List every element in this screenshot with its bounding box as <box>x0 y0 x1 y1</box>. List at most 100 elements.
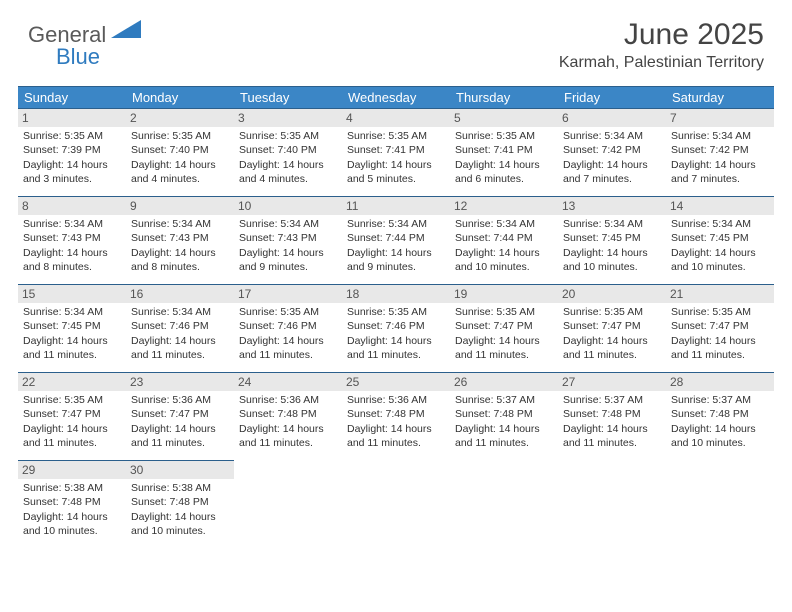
day-cell: 29Sunrise: 5:38 AMSunset: 7:48 PMDayligh… <box>18 460 126 548</box>
day-cell <box>234 460 342 548</box>
day-number: 22 <box>18 372 126 391</box>
daylight-text: Daylight: 14 hours and 3 minutes. <box>23 158 121 186</box>
daylight-text: Daylight: 14 hours and 9 minutes. <box>239 246 337 274</box>
sunrise-text: Sunrise: 5:36 AM <box>239 393 337 407</box>
sunrise-text: Sunrise: 5:37 AM <box>671 393 769 407</box>
daylight-text: Daylight: 14 hours and 6 minutes. <box>455 158 553 186</box>
daylight-text: Daylight: 14 hours and 11 minutes. <box>347 334 445 362</box>
sunrise-text: Sunrise: 5:35 AM <box>455 129 553 143</box>
daylight-text: Daylight: 14 hours and 8 minutes. <box>23 246 121 274</box>
sunset-text: Sunset: 7:41 PM <box>347 143 445 157</box>
day-cell: 13Sunrise: 5:34 AMSunset: 7:45 PMDayligh… <box>558 196 666 284</box>
day-cell: 7Sunrise: 5:34 AMSunset: 7:42 PMDaylight… <box>666 108 774 196</box>
location: Karmah, Palestinian Territory <box>559 54 764 72</box>
day-cell: 19Sunrise: 5:35 AMSunset: 7:47 PMDayligh… <box>450 284 558 372</box>
sunrise-text: Sunrise: 5:34 AM <box>23 217 121 231</box>
day-cell: 16Sunrise: 5:34 AMSunset: 7:46 PMDayligh… <box>126 284 234 372</box>
sunrise-text: Sunrise: 5:37 AM <box>455 393 553 407</box>
sunrise-text: Sunrise: 5:35 AM <box>455 305 553 319</box>
sunset-text: Sunset: 7:48 PM <box>347 407 445 421</box>
day-cell: 9Sunrise: 5:34 AMSunset: 7:43 PMDaylight… <box>126 196 234 284</box>
weekday-header: Wednesday <box>342 87 450 109</box>
day-cell: 22Sunrise: 5:35 AMSunset: 7:47 PMDayligh… <box>18 372 126 460</box>
day-number: 8 <box>18 196 126 215</box>
sunset-text: Sunset: 7:45 PM <box>671 231 769 245</box>
calendar-week-row: 15Sunrise: 5:34 AMSunset: 7:45 PMDayligh… <box>18 284 774 372</box>
day-cell: 21Sunrise: 5:35 AMSunset: 7:47 PMDayligh… <box>666 284 774 372</box>
day-number: 18 <box>342 284 450 303</box>
day-number: 26 <box>450 372 558 391</box>
day-number: 2 <box>126 108 234 127</box>
calendar-table: SundayMondayTuesdayWednesdayThursdayFrid… <box>18 86 774 548</box>
sunrise-text: Sunrise: 5:36 AM <box>347 393 445 407</box>
logo-triangle-icon <box>111 18 141 42</box>
day-cell: 27Sunrise: 5:37 AMSunset: 7:48 PMDayligh… <box>558 372 666 460</box>
sunset-text: Sunset: 7:42 PM <box>671 143 769 157</box>
daylight-text: Daylight: 14 hours and 8 minutes. <box>131 246 229 274</box>
weekday-header-row: SundayMondayTuesdayWednesdayThursdayFrid… <box>18 87 774 109</box>
day-number: 25 <box>342 372 450 391</box>
day-number: 20 <box>558 284 666 303</box>
calendar-week-row: 22Sunrise: 5:35 AMSunset: 7:47 PMDayligh… <box>18 372 774 460</box>
day-number: 5 <box>450 108 558 127</box>
daylight-text: Daylight: 14 hours and 7 minutes. <box>563 158 661 186</box>
daylight-text: Daylight: 14 hours and 11 minutes. <box>239 334 337 362</box>
logo: General Blue <box>28 18 141 70</box>
daylight-text: Daylight: 14 hours and 4 minutes. <box>239 158 337 186</box>
day-number: 16 <box>126 284 234 303</box>
day-cell: 23Sunrise: 5:36 AMSunset: 7:47 PMDayligh… <box>126 372 234 460</box>
sunrise-text: Sunrise: 5:34 AM <box>23 305 121 319</box>
sunrise-text: Sunrise: 5:34 AM <box>455 217 553 231</box>
sunrise-text: Sunrise: 5:34 AM <box>563 129 661 143</box>
day-number: 19 <box>450 284 558 303</box>
day-cell: 2Sunrise: 5:35 AMSunset: 7:40 PMDaylight… <box>126 108 234 196</box>
day-cell <box>450 460 558 548</box>
day-cell: 3Sunrise: 5:35 AMSunset: 7:40 PMDaylight… <box>234 108 342 196</box>
day-number: 14 <box>666 196 774 215</box>
day-cell: 20Sunrise: 5:35 AMSunset: 7:47 PMDayligh… <box>558 284 666 372</box>
daylight-text: Daylight: 14 hours and 10 minutes. <box>671 422 769 450</box>
day-cell: 26Sunrise: 5:37 AMSunset: 7:48 PMDayligh… <box>450 372 558 460</box>
day-cell: 10Sunrise: 5:34 AMSunset: 7:43 PMDayligh… <box>234 196 342 284</box>
day-cell: 25 Sunrise: 5:36 AMSunset: 7:48 PMDayligh… <box>342 372 450 460</box>
sunrise-text: Sunrise: 5:37 AM <box>563 393 661 407</box>
sunrise-text: Sunrise: 5:34 AM <box>239 217 337 231</box>
month-title: June 2025 <box>559 18 764 52</box>
daylight-text: Daylight: 14 hours and 10 minutes. <box>455 246 553 274</box>
sunrise-text: Sunrise: 5:35 AM <box>131 129 229 143</box>
day-number: 29 <box>18 460 126 479</box>
day-number: 21 <box>666 284 774 303</box>
weekday-header: Sunday <box>18 87 126 109</box>
day-number: 24 <box>234 372 342 391</box>
day-cell: 6Sunrise: 5:34 AMSunset: 7:42 PMDaylight… <box>558 108 666 196</box>
day-cell: 24Sunrise: 5:36 AMSunset: 7:48 PMDayligh… <box>234 372 342 460</box>
sunset-text: Sunset: 7:40 PM <box>131 143 229 157</box>
sunset-text: Sunset: 7:40 PM <box>239 143 337 157</box>
sunset-text: Sunset: 7:47 PM <box>563 319 661 333</box>
day-number: 23 <box>126 372 234 391</box>
sunset-text: Sunset: 7:46 PM <box>347 319 445 333</box>
day-cell: 12Sunrise: 5:34 AMSunset: 7:44 PMDayligh… <box>450 196 558 284</box>
calendar-week-row: 1Sunrise: 5:35 AMSunset: 7:39 PMDaylight… <box>18 108 774 196</box>
sunrise-text: Sunrise: 5:36 AM <box>131 393 229 407</box>
sunrise-text: Sunrise: 5:34 AM <box>563 217 661 231</box>
day-number: 4 <box>342 108 450 127</box>
daylight-text: Daylight: 14 hours and 11 minutes. <box>131 334 229 362</box>
daylight-text: Daylight: 14 hours and 11 minutes. <box>455 334 553 362</box>
daylight-text: Daylight: 14 hours and 5 minutes. <box>347 158 445 186</box>
sunrise-text: Sunrise: 5:35 AM <box>23 393 121 407</box>
weekday-header: Friday <box>558 87 666 109</box>
sunset-text: Sunset: 7:46 PM <box>239 319 337 333</box>
sunset-text: Sunset: 7:48 PM <box>455 407 553 421</box>
day-cell: 8Sunrise: 5:34 AMSunset: 7:43 PMDaylight… <box>18 196 126 284</box>
sunset-text: Sunset: 7:45 PM <box>23 319 121 333</box>
day-number: 28 <box>666 372 774 391</box>
daylight-text: Daylight: 14 hours and 10 minutes. <box>563 246 661 274</box>
daylight-text: Daylight: 14 hours and 11 minutes. <box>347 422 445 450</box>
sunset-text: Sunset: 7:43 PM <box>239 231 337 245</box>
sunrise-text: Sunrise: 5:35 AM <box>23 129 121 143</box>
day-cell <box>558 460 666 548</box>
sunrise-text: Sunrise: 5:35 AM <box>239 129 337 143</box>
sunrise-text: Sunrise: 5:35 AM <box>239 305 337 319</box>
day-number: 9 <box>126 196 234 215</box>
